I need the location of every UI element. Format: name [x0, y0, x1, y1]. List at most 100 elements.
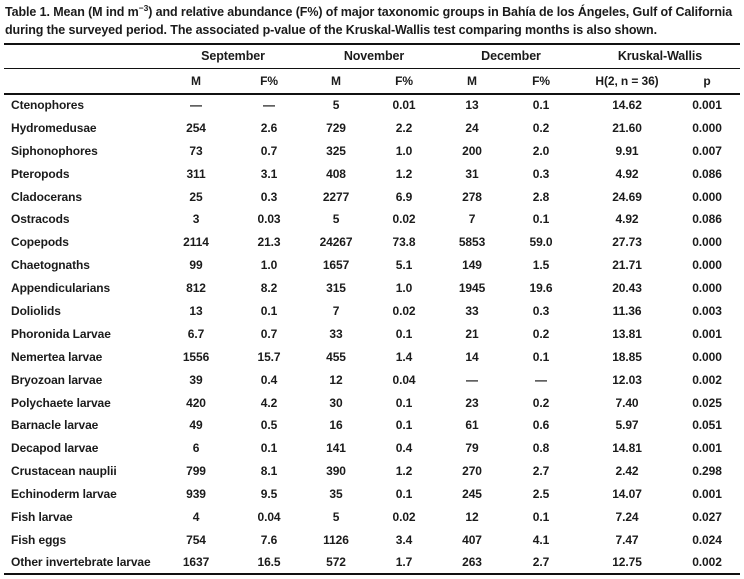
subheader-nov-m: M — [306, 68, 366, 95]
cell-sep-m: 49 — [189, 418, 203, 433]
cell-dec-f: 0.2 — [532, 395, 550, 410]
cell-nov-f: 1.0 — [395, 143, 413, 158]
cell-nov-m: 5 — [332, 98, 340, 113]
cell-dec-f: 0.2 — [532, 326, 550, 341]
cell-taxon: Echinoderm larvae — [11, 487, 117, 502]
table-row: Polychaete larvae 420 4.2 30 0.1 23 0.2 … — [4, 391, 740, 414]
cell-p-value: 0.025 — [692, 395, 722, 410]
cell-h-statistic: 7.24 — [615, 509, 639, 524]
cell-h-statistic: 7.40 — [615, 395, 639, 410]
cell-dec-f: 4.1 — [532, 532, 550, 547]
table-row: Nemertea larvae 1556 15.7 455 1.4 14 0.1… — [4, 345, 740, 368]
cell-p-value: 0.003 — [692, 303, 722, 318]
cell-nov-m: 5 — [332, 212, 340, 227]
cell-dec-f: 2.0 — [532, 143, 550, 158]
cell-h-statistic: 4.92 — [615, 212, 639, 227]
cell-p-value: 0.298 — [692, 464, 722, 479]
cell-taxon: Doliolids — [11, 303, 61, 318]
cell-sep-f: 0.4 — [260, 372, 278, 387]
cell-nov-f: 0.1 — [395, 395, 413, 410]
table-row: Echinoderm larvae 939 9.5 35 0.1 245 2.5… — [4, 483, 740, 506]
table-row: Other invertebrate larvae 1637 16.5 572 … — [4, 551, 740, 576]
cell-nov-f: 1.2 — [395, 166, 413, 181]
cell-dec-m: 5853 — [458, 235, 486, 250]
table-row: Chaetognaths 99 1.0 1657 5.1 149 1.5 21.… — [4, 254, 740, 277]
cell-h-statistic: 4.92 — [615, 166, 639, 181]
cell-sep-f: 0.03 — [257, 212, 281, 227]
cell-nov-m: 33 — [329, 326, 343, 341]
subheader-sep-f: F% — [232, 68, 306, 95]
cell-h-statistic: 12.03 — [612, 372, 642, 387]
cell-dec-f: 0.1 — [532, 98, 550, 113]
cell-dec-f: 2.5 — [532, 487, 550, 502]
cell-nov-m: 12 — [329, 372, 343, 387]
cell-nov-f: 0.01 — [392, 98, 416, 113]
cell-taxon: Cladocerans — [11, 189, 82, 204]
cell-h-statistic: 13.81 — [612, 326, 642, 341]
table-row: Barnacle larvae 49 0.5 16 0.1 61 0.6 5.9… — [4, 414, 740, 437]
cell-p-value: 0.000 — [692, 189, 722, 204]
table-row: Ctenophores — — 5 0.01 13 0.1 14.62 0.00… — [4, 94, 740, 117]
subheader-h-statistic: H(2, n = 36) — [580, 68, 674, 95]
cell-nov-m: 572 — [306, 551, 366, 576]
cell-p-value: 0.000 — [692, 349, 722, 364]
subheader-dec-f: F% — [502, 68, 580, 95]
table-row: Siphonophores 73 0.7 325 1.0 200 2.0 9.9… — [4, 139, 740, 162]
cell-sep-f: 0.1 — [260, 303, 278, 318]
cell-nov-m: 24267 — [319, 235, 353, 250]
cell-sep-m: 754 — [186, 532, 206, 547]
cell-dec-f: 0.3 — [532, 303, 550, 318]
cell-dec-m: 24 — [465, 120, 479, 135]
cell-sep-m: 254 — [186, 120, 206, 135]
cell-p-value: 0.001 — [692, 441, 722, 456]
cell-h-statistic: 11.36 — [612, 303, 642, 318]
table-row: Phoronida Larvae 6.7 0.7 33 0.1 21 0.2 1… — [4, 322, 740, 345]
cell-h-statistic: 14.07 — [612, 487, 642, 502]
cell-dec-m: 7 — [468, 212, 476, 227]
column-group-september: September — [160, 42, 306, 69]
subheader-p-value: p — [674, 68, 740, 95]
cell-sep-m: 812 — [186, 281, 206, 296]
cell-nov-f: 1.4 — [395, 349, 413, 364]
cell-nov-m: 455 — [326, 349, 346, 364]
cell-sep-m: 311 — [186, 166, 206, 181]
cell-p-value: 0.000 — [692, 281, 722, 296]
cell-nov-f: 0.02 — [392, 212, 416, 227]
cell-h-statistic: 12.75 — [580, 551, 674, 576]
cell-dec-m: 13 — [465, 98, 479, 113]
cell-dec-f: 0.1 — [532, 349, 550, 364]
cell-sep-m: 1556 — [182, 349, 210, 364]
cell-p-value: 0.002 — [692, 372, 722, 387]
cell-nov-f: 0.02 — [392, 303, 416, 318]
cell-nov-m: 30 — [329, 395, 343, 410]
table-row: Appendicularians 812 8.2 315 1.0 1945 19… — [4, 277, 740, 300]
cell-nov-f: 0.04 — [392, 372, 416, 387]
table-row: Ostracods 3 0.03 5 0.02 7 0.1 4.92 0.086 — [4, 208, 740, 231]
cell-dec-m: 21 — [465, 326, 479, 341]
cell-p-value: 0.000 — [692, 235, 722, 250]
cell-h-statistic: 7.47 — [615, 532, 639, 547]
cell-taxon: Copepods — [11, 235, 69, 250]
column-group-december: December — [442, 42, 580, 69]
cell-nov-m: 315 — [326, 281, 346, 296]
cell-sep-m: 4 — [192, 509, 200, 524]
cell-dec-m: 33 — [465, 303, 479, 318]
cell-taxon: Hydromedusae — [11, 120, 97, 135]
cell-p-value: 0.024 — [692, 532, 722, 547]
table-row: Cladocerans 25 0.3 2277 6.9 278 2.8 24.6… — [4, 185, 740, 208]
cell-dec-m: 263 — [442, 551, 502, 576]
cell-sep-m: 73 — [189, 143, 203, 158]
cell-sep-f: 0.04 — [257, 509, 281, 524]
table-row: Bryozoan larvae 39 0.4 12 0.04 — — 12.03… — [4, 368, 740, 391]
cell-p-value: 0.001 — [692, 326, 722, 341]
table-caption: Table 1. Mean (M ind m−3) and relative a… — [0, 0, 744, 43]
cell-p-value: 0.001 — [692, 98, 722, 113]
cell-sep-f: 2.6 — [260, 120, 278, 135]
cell-h-statistic: 14.62 — [612, 98, 642, 113]
cell-nov-m: 16 — [329, 418, 343, 433]
caption-text-pre: Table 1. Mean (M ind m — [5, 5, 139, 19]
cell-nov-f: 6.9 — [395, 189, 413, 204]
cell-dec-f: 2.8 — [532, 189, 550, 204]
cell-taxon: Ostracods — [11, 212, 70, 227]
cell-sep-m: 420 — [186, 395, 206, 410]
